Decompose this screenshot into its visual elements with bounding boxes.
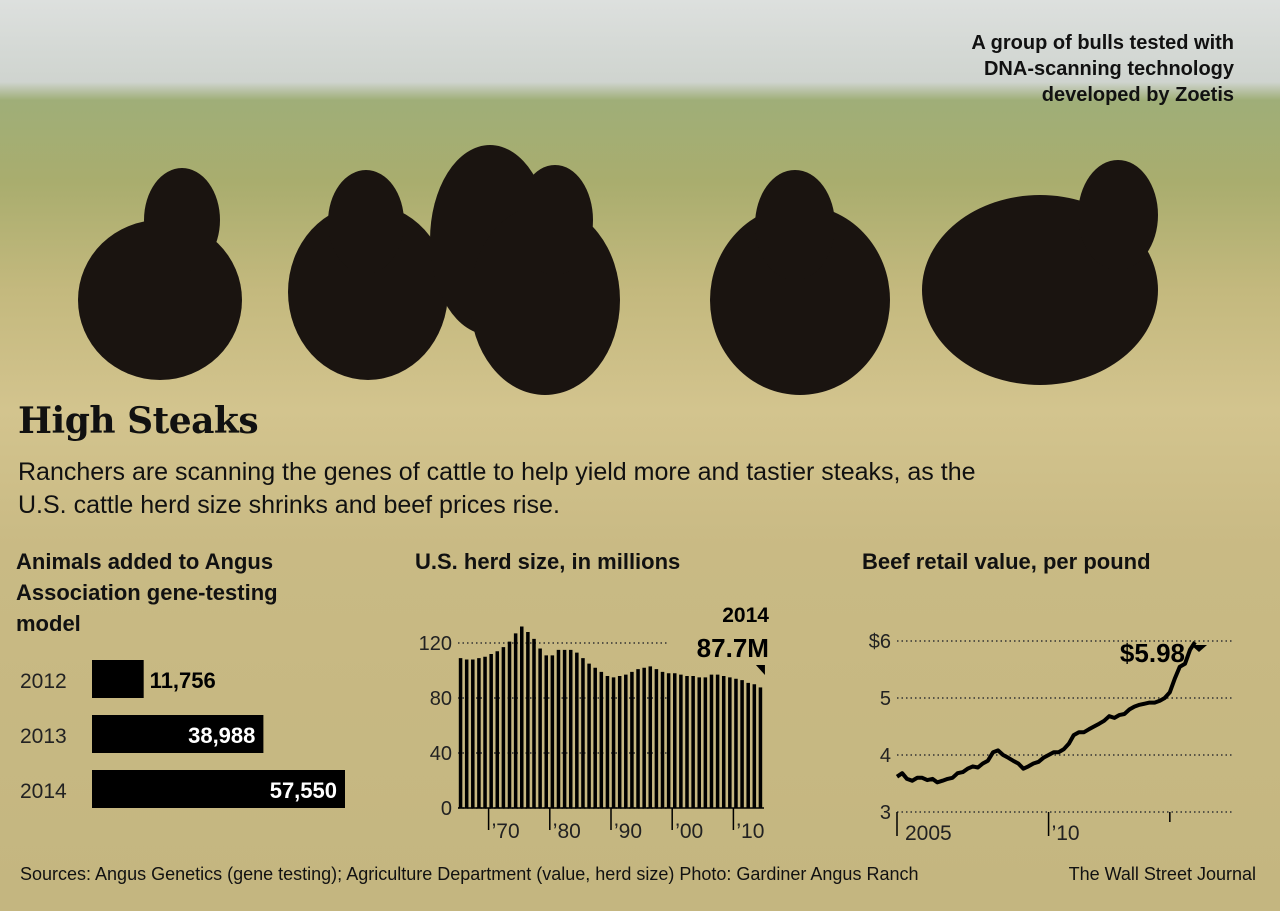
herd-bar xyxy=(562,649,567,808)
herd-bar xyxy=(660,671,665,808)
herd-bar xyxy=(740,680,744,808)
beef-value-chart-title: Beef retail value, per pound xyxy=(862,549,1151,574)
herd-bar xyxy=(617,676,622,808)
y-tick-label: 3 xyxy=(880,802,891,824)
gene-testing-chart-title: Animals added to Angus Association gene-… xyxy=(16,549,278,636)
source-note: Sources: Angus Genetics (gene testing); … xyxy=(20,864,919,884)
herd-bar xyxy=(477,658,481,808)
y-tick-label: 0 xyxy=(441,798,452,820)
herd-bar xyxy=(587,663,591,808)
herd-bar xyxy=(526,632,530,808)
herd-bar xyxy=(654,669,659,808)
photo-caption: A group of bulls tested with DNA-scannin… xyxy=(971,32,1234,106)
herd-bar xyxy=(685,676,689,808)
gene-testing-bar-chart: 2012 11,756 2013 38,988 2014 57,550 xyxy=(20,660,345,808)
x-tick-label: ’00 xyxy=(675,820,703,843)
dek-text: Ranchers are scanning the genes of cattl… xyxy=(18,458,976,519)
herd-bar xyxy=(568,649,573,808)
herd-bar xyxy=(715,674,720,808)
herd-bar xyxy=(709,674,714,808)
x-tick-label: ’10 xyxy=(1052,822,1080,845)
herd-bar xyxy=(458,658,463,808)
bar-value-label: 11,756 xyxy=(150,668,216,693)
x-tick-label: ’80 xyxy=(553,820,581,843)
herd-bar xyxy=(599,671,604,808)
bar-category-label: 2013 xyxy=(20,725,67,748)
herd-bar xyxy=(556,649,561,808)
herd-bar xyxy=(648,666,653,808)
herd-bar xyxy=(605,676,610,808)
headline: High Steaks xyxy=(18,400,259,442)
publisher-credit: The Wall Street Journal xyxy=(1068,864,1256,884)
y-tick-label: 4 xyxy=(880,745,891,767)
annotation-pointer xyxy=(1191,645,1207,652)
herd-bar xyxy=(697,677,701,808)
herd-bar xyxy=(624,674,628,808)
y-tick-label: 5 xyxy=(880,688,891,710)
x-tick-label: ’70 xyxy=(492,820,520,843)
herd-bar xyxy=(471,659,475,808)
x-tick-label: 2005 xyxy=(905,822,952,845)
herd-bar xyxy=(666,673,671,808)
herd-bar xyxy=(642,667,646,808)
herd-bar xyxy=(483,656,487,808)
annotation-year: 2014 xyxy=(722,604,769,627)
herd-bar xyxy=(734,678,738,808)
herd-bar xyxy=(520,626,524,808)
bar xyxy=(92,715,264,753)
bar-value-label: 57,550 xyxy=(270,778,337,803)
herd-bar xyxy=(550,655,555,808)
y-tick-label: 120 xyxy=(419,633,452,655)
herd-bar xyxy=(581,658,585,808)
herd-bar xyxy=(630,671,634,808)
herd-bar xyxy=(544,655,548,808)
herd-bar xyxy=(691,676,695,808)
bar-category-label: 2012 xyxy=(20,670,67,693)
herd-bar xyxy=(489,654,493,808)
y-tick-label: 80 xyxy=(430,688,452,710)
herd-bar xyxy=(532,638,536,808)
bar-value-label: 38,988 xyxy=(188,723,255,748)
herd-bar xyxy=(746,682,750,808)
y-tick-label: 40 xyxy=(430,743,452,765)
herd-bar xyxy=(575,652,579,808)
herd-bar xyxy=(758,687,763,808)
annotation-pointer xyxy=(755,665,765,675)
herd-bar xyxy=(513,633,518,808)
beef-price-line xyxy=(895,641,1197,785)
herd-bar xyxy=(593,667,597,808)
herd-size-bar-chart: 0 40 80 120 ’70 ’80 ’90 ’00 ’10 2014 87.7M xyxy=(419,604,770,843)
herd-bar xyxy=(611,677,616,808)
herd-bar xyxy=(495,651,500,808)
herd-bar xyxy=(673,673,677,808)
x-tick-label: ’10 xyxy=(736,820,764,843)
herd-bar xyxy=(636,669,640,808)
herd-bar xyxy=(507,641,512,808)
x-tick-label: ’90 xyxy=(614,820,642,843)
bar-category-label: 2014 xyxy=(20,780,67,803)
bull-silhouettes xyxy=(78,145,1158,395)
herd-bar xyxy=(721,676,726,808)
beef-value-line-chart: 3 4 5 $6 2005 ’10 $5.98 xyxy=(869,631,1233,845)
herd-bar xyxy=(538,648,542,808)
annotation-value: 87.7M xyxy=(697,633,769,663)
herd-bar xyxy=(464,659,469,808)
annotation-value: $5.98 xyxy=(1120,638,1185,668)
herd-bar xyxy=(703,677,708,808)
bar xyxy=(92,660,144,698)
herd-bar xyxy=(752,684,757,808)
herd-bar xyxy=(679,674,683,808)
herd-size-chart-title: U.S. herd size, in millions xyxy=(415,549,681,574)
herd-bar xyxy=(728,677,732,808)
y-tick-label: $6 xyxy=(869,631,891,653)
herd-bar xyxy=(501,647,506,808)
bar xyxy=(92,770,345,808)
